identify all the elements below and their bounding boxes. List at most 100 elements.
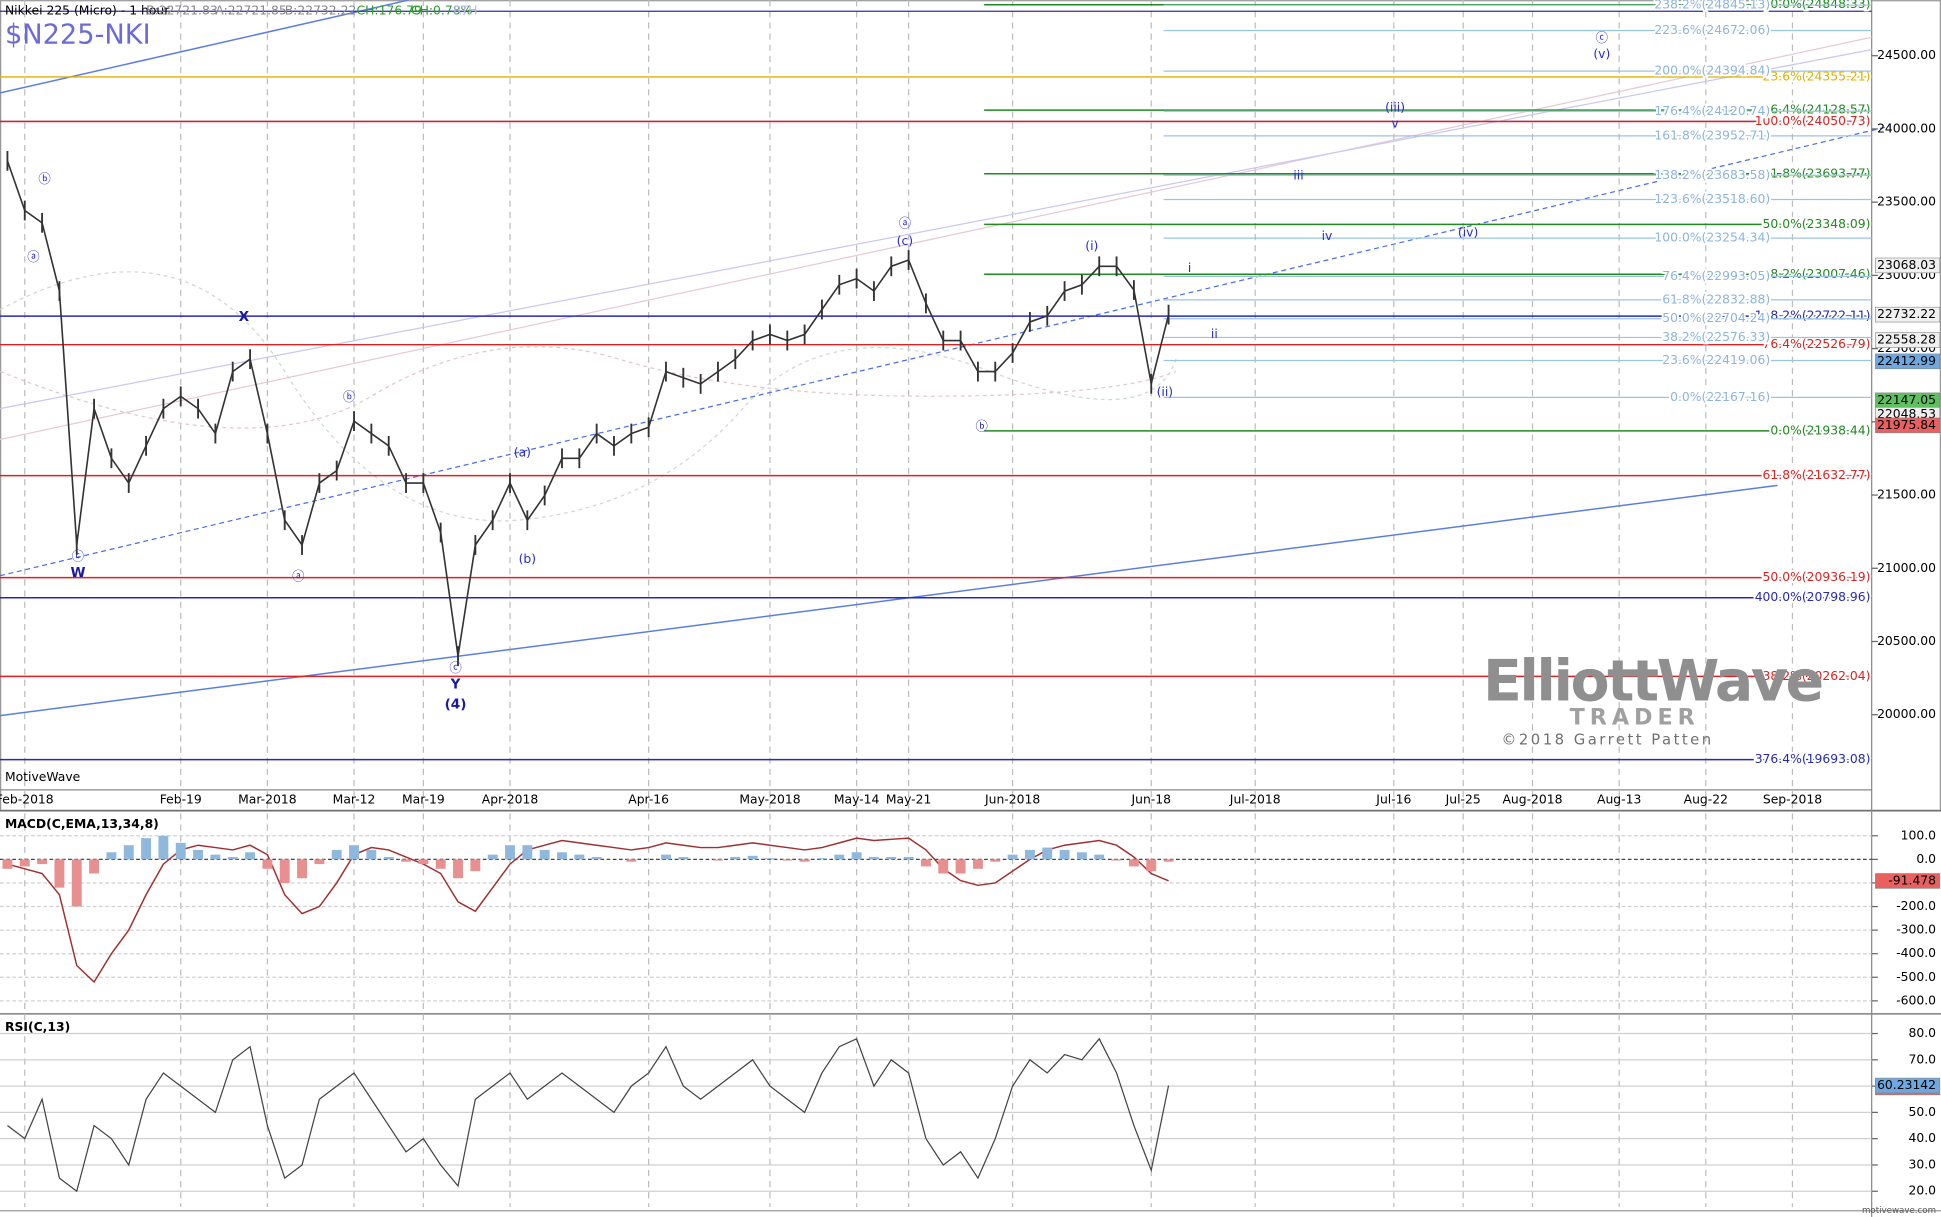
y-tick-label: 100.0 <box>1901 828 1937 842</box>
price-tag <box>1875 873 1941 889</box>
histogram-bar <box>470 859 481 872</box>
x-tick-label: Aug-13 <box>1597 792 1641 806</box>
level-label: 38.2%(22576.33) <box>1662 330 1770 344</box>
y-tick-label: -600.0 <box>1896 993 1936 1007</box>
level-label: 200.0%(24394.84) <box>1654 64 1770 78</box>
level-label: 76.4%(22526.79) <box>1763 337 1871 351</box>
level-label: 50.0%(20936.19) <box>1763 570 1871 584</box>
histogram-bar <box>193 849 204 860</box>
wave-label: (iv) <box>1458 225 1478 239</box>
wave-label: (ii) <box>1157 385 1174 399</box>
wave-label: ⓑ <box>975 420 987 434</box>
histogram-bar <box>990 859 1001 862</box>
level-label: 23.6%(24355.21) <box>1763 69 1871 83</box>
price-tag-label: 22147.05 <box>1877 393 1936 407</box>
histogram-bar <box>886 857 897 860</box>
histogram-bar <box>522 845 533 860</box>
quote-item: RTH <box>453 4 478 18</box>
y-tick-label: 30.0 <box>1909 1157 1937 1171</box>
level-label: 100.0%(24050.73) <box>1755 114 1871 128</box>
y-tick-label: 20500.00 <box>1877 634 1936 648</box>
x-tick-label: May-2018 <box>739 792 800 806</box>
x-tick-label: Mar-2018 <box>238 792 297 806</box>
histogram-bar <box>262 859 273 869</box>
histogram-bar <box>383 857 394 860</box>
series-line <box>7 837 1169 984</box>
wave-label: ⓑ <box>38 172 50 186</box>
quote-item: A:22721.85 <box>215 4 286 18</box>
x-tick-label: Feb-2018 <box>0 792 54 806</box>
wave-label: W <box>70 565 85 581</box>
levels: 00.0%(24848.33)23.6%(24355.21)76.4%(2412… <box>0 0 1872 768</box>
wave-label: iv <box>1322 229 1333 243</box>
x-tick-label: Jul-16 <box>1375 792 1411 806</box>
histogram-bar <box>54 859 65 888</box>
histogram-bar <box>539 849 550 860</box>
level-label: 138.2%(22722.11) <box>1755 309 1871 323</box>
y-tick-label: 21000.00 <box>1877 561 1936 575</box>
level-label: 161.8%(23952.71) <box>1654 128 1770 142</box>
price-tag-label: 22732.22 <box>1877 307 1936 321</box>
histogram-bar <box>765 858 775 860</box>
x-tick-label: Jul-25 <box>1445 792 1481 806</box>
histogram-bar <box>71 859 82 907</box>
level-label: 50.0%(23348.09) <box>1763 217 1871 231</box>
histogram-bar <box>227 857 238 860</box>
histogram-bar <box>747 855 758 860</box>
histogram-bar <box>574 854 585 860</box>
x-tick-label: May-21 <box>886 792 932 806</box>
wave-label: Y <box>450 677 461 693</box>
watermark-logo: ElliottWave <box>1483 648 1822 714</box>
level-label: 61.8%(22832.88) <box>1662 292 1770 306</box>
histogram-bar <box>1059 849 1070 860</box>
price-tag-label: 22558.28 <box>1877 333 1936 347</box>
y-tick-label: 50.0 <box>1909 1105 1937 1119</box>
histogram-bar <box>1163 859 1174 862</box>
price-tag <box>1875 332 1941 348</box>
histogram-bar <box>1111 859 1122 861</box>
macd-title: MACD(C,EMA,13,34,8) <box>5 817 159 831</box>
histogram-bar <box>1024 849 1035 860</box>
histogram-bar <box>245 852 256 860</box>
histogram-bar <box>782 859 793 861</box>
trend-line <box>0 36 1872 441</box>
level-label: 50.0%(22704.24) <box>1662 311 1770 325</box>
price-tag <box>1875 353 1941 370</box>
wave-label: i <box>1188 261 1191 275</box>
level-label: 138.2%(23683.58) <box>1654 168 1770 182</box>
level-label: 223.6%(24672.06) <box>1654 23 1770 37</box>
level-label: 38.2%(20262.04) <box>1763 669 1871 683</box>
level-label: 0.0%(22167.16) <box>1670 390 1770 404</box>
histogram-bar <box>955 859 966 874</box>
histogram-bar <box>1042 847 1053 860</box>
x-tick-label: Mar-12 <box>333 792 376 806</box>
y-tick-label: 24500.00 <box>1877 48 1936 62</box>
wave-label: ⓐ <box>292 569 304 583</box>
price-tag <box>1875 257 1941 274</box>
series-line <box>6 160 1170 657</box>
moving-average <box>0 271 1177 522</box>
histogram-bar <box>626 859 637 862</box>
x-tick-label: Aug-22 <box>1684 792 1728 806</box>
wave-label: ⓑ <box>343 390 355 404</box>
y-tick-label: -200.0 <box>1896 899 1936 913</box>
histogram-bar <box>418 859 429 865</box>
level-label: 400.0%(20798.96) <box>1755 590 1871 604</box>
wave-label: ⓒ <box>1596 31 1608 45</box>
histogram-bar <box>314 859 325 865</box>
x-tick-label: Apr-2018 <box>482 792 539 806</box>
rsi-title: RSI(C,13) <box>5 1020 70 1034</box>
level-label: 61.8%(21632.77) <box>1763 468 1871 482</box>
level-label: 376.4%(19693.08) <box>1755 752 1871 766</box>
histogram-bar <box>678 857 689 860</box>
price-tag-label: 60.23142 <box>1877 1078 1936 1092</box>
level-label: 176.4%(24120.74) <box>1654 104 1770 118</box>
wave-label: (4) <box>445 696 467 712</box>
histogram-bar <box>279 859 290 883</box>
histogram-bar <box>106 852 117 860</box>
histogram-bar <box>1146 859 1157 872</box>
wave-label: X <box>239 309 250 325</box>
x-tick-label: Apr-16 <box>628 792 669 806</box>
